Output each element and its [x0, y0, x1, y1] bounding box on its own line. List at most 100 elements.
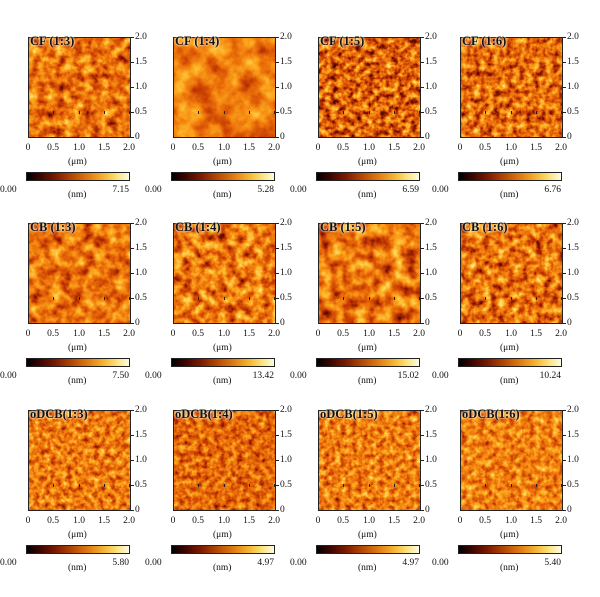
afm-panel: oDCB(1:6) 0 0.5 1.0 1.5 2.0 2.0 1.5 1.0 0.5 0 (μm) 0…	[432, 383, 579, 576]
y-tick-mark	[421, 460, 424, 461]
y-tick-mark	[563, 223, 566, 224]
y-tick-label: 0	[425, 505, 430, 515]
y-tick-label: 0.5	[135, 293, 147, 303]
colorbar-min-label: 0.00	[290, 185, 307, 195]
height-colorbar	[171, 545, 275, 554]
y-tick-mark	[563, 248, 566, 249]
y-tick-mark	[563, 460, 566, 461]
y-tick-mark	[276, 323, 279, 324]
colorbar-max-label: 6.59	[402, 185, 419, 195]
height-colorbar	[171, 172, 275, 181]
x-tick-mark	[249, 297, 250, 300]
y-tick-mark	[131, 137, 134, 138]
y-tick-label: 2.0	[425, 218, 437, 228]
x-tick-label: 2.0	[123, 329, 135, 339]
panel-label: oDCB(1:6)	[462, 407, 520, 421]
x-tick-mark	[485, 484, 486, 487]
y-tick-label: 1.0	[425, 455, 437, 465]
x-tick-mark	[28, 297, 29, 300]
y-tick-mark	[276, 248, 279, 249]
y-tick-mark	[131, 323, 134, 324]
y-tick-mark	[421, 137, 424, 138]
x-tick-mark	[224, 297, 225, 300]
x-tick-mark	[104, 111, 105, 114]
y-tick-label: 1.0	[280, 455, 292, 465]
y-tick-mark	[421, 510, 424, 511]
y-tick-label: 2.0	[567, 405, 579, 415]
colorbar-unit-label: (nm)	[500, 376, 519, 386]
x-tick-mark	[173, 297, 174, 300]
x-tick-label: 1.5	[388, 329, 400, 339]
x-tick-mark	[53, 484, 54, 487]
x-tick-mark	[28, 484, 29, 487]
x-tick-mark	[343, 297, 344, 300]
afm-panel: oDCB(1:4) 0 0.5 1.0 1.5 2.0 2.0 1.5 1.0 0.5 0 (μm) 0…	[145, 383, 292, 576]
colorbar-unit-label: (nm)	[358, 190, 377, 200]
y-tick-label: 0.5	[135, 107, 147, 117]
x-tick-mark	[318, 297, 319, 300]
x-tick-label: 0.5	[47, 516, 59, 526]
y-tick-mark	[421, 273, 424, 274]
x-tick-mark	[394, 484, 395, 487]
height-colorbar	[316, 358, 420, 367]
y-tick-label: 2.0	[135, 405, 147, 415]
y-tick-label: 0	[135, 318, 140, 328]
height-colorbar	[316, 545, 420, 554]
y-tick-label: 0	[425, 132, 430, 142]
height-colorbar	[26, 358, 130, 367]
x-tick-mark	[318, 111, 319, 114]
afm-panel: CF (1:5) 0 0.5 1.0 1.5 2.0 2.0 1.5 1.0 0.5 0 (μm) 0.…	[290, 10, 437, 203]
colorbar-min-label: 0.00	[432, 371, 449, 381]
x-tick-label: 0	[457, 143, 463, 153]
colorbar-unit-label: (nm)	[68, 376, 87, 386]
height-colorbar	[26, 545, 130, 554]
y-tick-mark	[563, 410, 566, 411]
x-axis-label: (μm)	[213, 157, 232, 167]
x-tick-mark	[129, 297, 130, 300]
y-tick-label: 1.5	[135, 430, 147, 440]
y-tick-label: 1.5	[425, 430, 437, 440]
y-tick-label: 2.0	[135, 32, 147, 42]
x-tick-mark	[104, 484, 105, 487]
y-tick-label: 1.5	[567, 430, 579, 440]
y-tick-mark	[131, 37, 134, 38]
y-tick-label: 0	[425, 318, 430, 328]
x-tick-label: 0	[25, 329, 31, 339]
height-colorbar	[458, 358, 562, 367]
x-tick-mark	[129, 484, 130, 487]
colorbar-max-label: 4.97	[402, 558, 419, 568]
y-tick-label: 1.0	[135, 455, 147, 465]
x-tick-label: 2.0	[413, 329, 425, 339]
height-colorbar	[458, 172, 562, 181]
y-tick-mark	[421, 62, 424, 63]
y-tick-label: 2.0	[280, 218, 292, 228]
y-tick-label: 2.0	[567, 32, 579, 42]
x-tick-mark	[198, 297, 199, 300]
afm-panel: CF (1:6) 0 0.5 1.0 1.5 2.0 2.0 1.5 1.0 0.5 0 (μm) 0.…	[432, 10, 579, 203]
y-tick-label: 0	[135, 132, 140, 142]
x-tick-mark	[485, 111, 486, 114]
y-tick-label: 0.5	[567, 480, 579, 490]
y-tick-mark	[276, 435, 279, 436]
x-tick-label: 2.0	[268, 329, 280, 339]
x-tick-label: 1.0	[218, 329, 230, 339]
y-tick-label: 1.0	[280, 268, 292, 278]
x-tick-label: 0.5	[337, 143, 349, 153]
x-tick-label: 2.0	[413, 516, 425, 526]
colorbar-max-label: 5.28	[257, 185, 274, 195]
y-tick-mark	[276, 510, 279, 511]
x-tick-label: 0	[25, 143, 31, 153]
x-tick-label: 1.0	[73, 329, 85, 339]
y-tick-mark	[276, 485, 279, 486]
colorbar-min-label: 0.00	[145, 558, 162, 568]
x-tick-label: 0.5	[337, 516, 349, 526]
colorbar-min-label: 0.00	[432, 185, 449, 195]
y-tick-label: 0	[280, 505, 285, 515]
y-tick-mark	[131, 273, 134, 274]
x-tick-mark	[369, 484, 370, 487]
x-tick-label: 0.5	[479, 143, 491, 153]
panel-label: CB (1:6)	[462, 220, 508, 234]
y-tick-mark	[131, 223, 134, 224]
y-tick-mark	[563, 87, 566, 88]
x-tick-mark	[28, 111, 29, 114]
